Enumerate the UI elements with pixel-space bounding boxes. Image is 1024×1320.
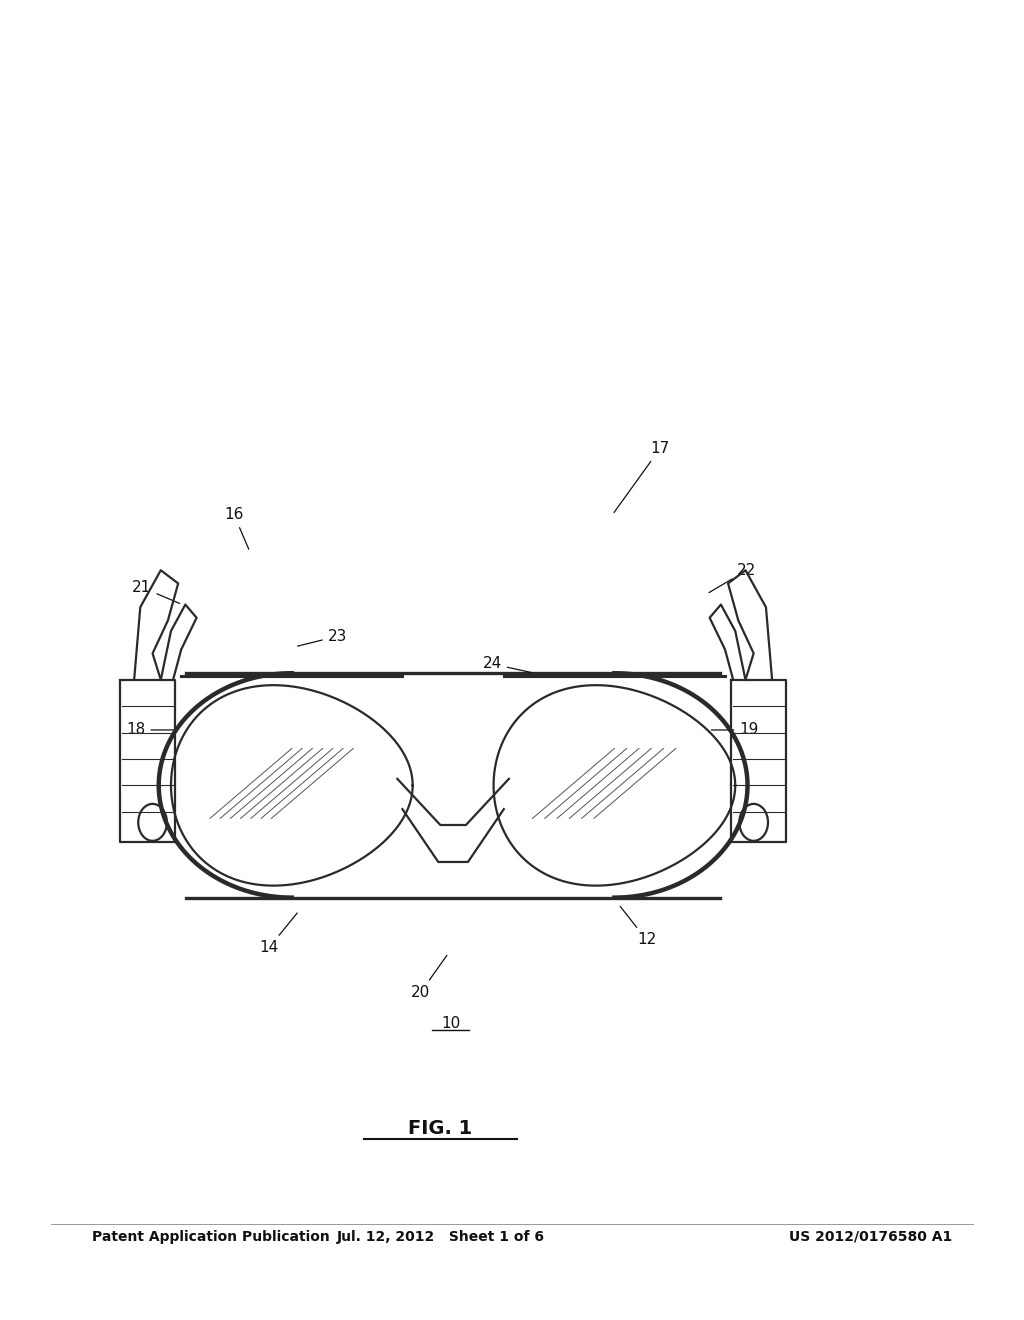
Text: 17: 17 [614, 441, 670, 512]
Text: 16: 16 [224, 507, 249, 549]
Text: US 2012/0176580 A1: US 2012/0176580 A1 [788, 1230, 952, 1243]
Text: 23: 23 [298, 628, 347, 645]
Text: Jul. 12, 2012   Sheet 1 of 6: Jul. 12, 2012 Sheet 1 of 6 [336, 1230, 545, 1243]
Text: Patent Application Publication: Patent Application Publication [92, 1230, 330, 1243]
Text: 22: 22 [709, 562, 757, 593]
Text: 21: 21 [132, 579, 180, 603]
Text: 20: 20 [411, 956, 446, 1001]
Text: 10: 10 [441, 1015, 460, 1031]
Text: 14: 14 [259, 913, 297, 956]
Text: 12: 12 [621, 907, 656, 948]
Text: 24: 24 [482, 656, 531, 673]
Text: 18: 18 [126, 722, 173, 738]
Text: FIG. 1: FIG. 1 [409, 1119, 472, 1138]
Text: 19: 19 [712, 722, 759, 738]
